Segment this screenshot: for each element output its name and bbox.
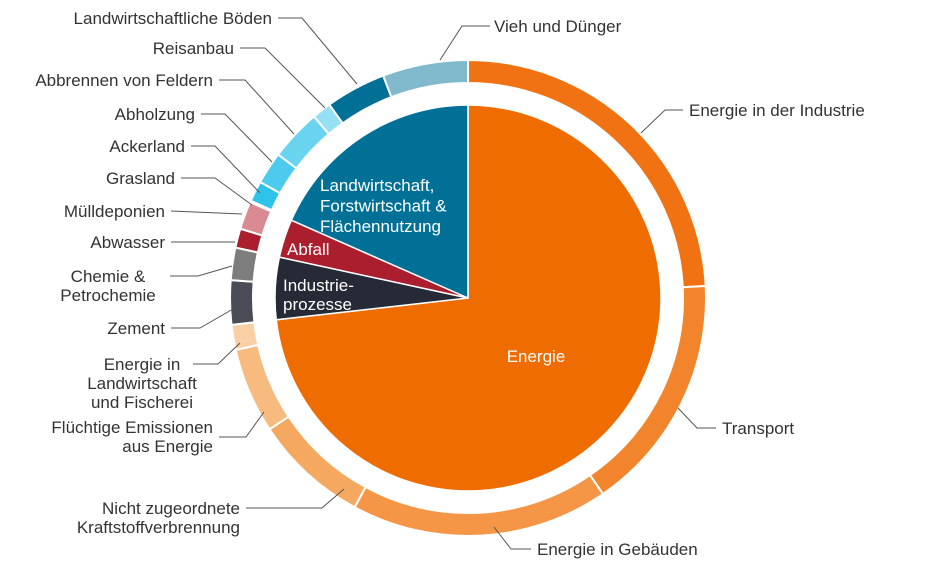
data-label-muelldeponien: Mülldeponien (64, 202, 165, 221)
data-label-abfall: Abfall (287, 240, 330, 259)
data-label-fluechtige-emissionen-aus-energie: aus Energie (122, 437, 213, 456)
leader-line (246, 488, 345, 509)
data-label-industrieprozesse: Industrie- (283, 276, 354, 295)
leader-line (201, 113, 273, 163)
data-label-landwirtschaft-forstwirtschaft-flaechennutzung: Forstwirtschaft & (320, 197, 447, 216)
data-label-transport: Transport (722, 419, 794, 438)
data-label-nicht-zugeordnete-kraftstoffverbrennung: Nicht zugeordnete (102, 499, 240, 518)
data-label-nicht-zugeordnete-kraftstoffverbrennung: Kraftstoffverbrennung (77, 518, 240, 537)
leader-line (171, 308, 234, 329)
ring-segment-landwirtschaftliche-boeden (327, 74, 393, 125)
data-label-vieh-und-duenger: Vieh und Dünger (494, 17, 622, 36)
ring-segment-fluechtige-emissionen-aus-energie (234, 343, 291, 431)
data-label-landwirtschaft-forstwirtschaft-flaechennutzung: Flächennutzung (320, 217, 441, 236)
leader-line (170, 265, 233, 277)
leader-line (493, 526, 531, 550)
data-label-ackerland: Ackerland (109, 137, 185, 156)
leader-line (170, 210, 243, 215)
ring-segment-energie-in-landwirtschaft-und-fischerei (230, 321, 260, 352)
ring-segment-vieh-und-duenger (381, 58, 469, 99)
pie-slice-landwirtschaft-forstwirtschaft-flaechennutzung (290, 104, 469, 300)
data-label-energie-in-der-industrie: Energie in der Industrie (689, 101, 865, 120)
data-label-abholzung: Abholzung (115, 105, 195, 124)
data-label-fluechtige-emissionen-aus-energie: Flüchtige Emissionen (51, 418, 213, 437)
data-label-energie-in-gebaeuden: Energie in Gebäuden (537, 540, 698, 559)
data-label-abwasser: Abwasser (90, 233, 165, 252)
data-label-landwirtschaft-forstwirtschaft-flaechennutzung: Landwirtschaft, (320, 176, 434, 195)
data-label-energie-in-landwirtschaft-und-fischerei: Landwirtschaft (87, 374, 197, 393)
data-label-grasland: Grasland (106, 169, 175, 188)
leader-line (181, 177, 253, 206)
leader-line (240, 47, 326, 109)
leader-line (278, 17, 358, 85)
data-label-zement: Zement (107, 319, 165, 338)
leader-line (439, 25, 490, 61)
leader-line (640, 109, 683, 134)
ring-segment-zement (229, 278, 256, 326)
data-label-energie: Energie (507, 347, 566, 366)
data-label-industrieprozesse: prozesse (283, 295, 352, 314)
leader-line (219, 411, 265, 438)
data-label-energie-in-landwirtschaft-und-fischerei: Energie in (104, 355, 181, 374)
data-label-abbrennen-von-feldern: Abbrennen von Feldern (35, 71, 213, 90)
data-label-landwirtschaftliche-boeden: Landwirtschaftliche Böden (74, 9, 272, 28)
leader-line (677, 407, 716, 429)
leader-line (191, 145, 261, 194)
data-label-reisanbau: Reisanbau (153, 39, 234, 58)
data-label-chemie-petrochemie: Petrochemie (60, 286, 155, 305)
leader-line (219, 79, 295, 135)
data-label-energie-in-landwirtschaft-und-fischerei: und Fischerei (91, 393, 193, 412)
leader-line (193, 342, 241, 365)
data-label-chemie-petrochemie: Chemie & (71, 267, 146, 286)
ring-segment-chemie-petrochemie (229, 246, 260, 283)
